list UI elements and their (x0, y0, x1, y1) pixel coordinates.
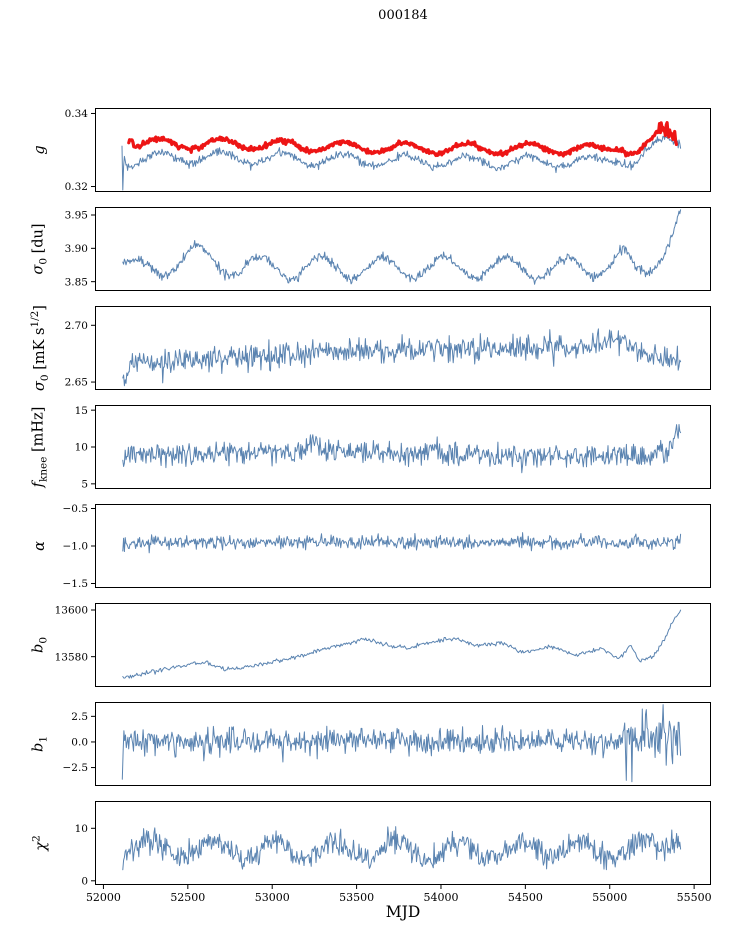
y-tick-label: 10 (75, 442, 88, 454)
x-tick-label: 55000 (592, 891, 627, 904)
figure-title: 000184 (378, 8, 428, 23)
y-tick-label: 2.5 (71, 711, 88, 723)
y-tick-label: −1.0 (63, 541, 89, 553)
panel-svg-sigma0-du: 3.85 3.90 3.95 (65, 207, 711, 291)
series-line-g-smoothed (127, 121, 678, 158)
y-tick-label: −1.5 (63, 578, 89, 590)
x-axis-label: MJD (385, 903, 421, 921)
panel-svg-g: 0.32 0.34 (65, 108, 711, 193)
x-tick-label: 52000 (86, 891, 121, 904)
series-line-b0 (122, 609, 682, 679)
x-tick-label: 53000 (255, 891, 290, 904)
y-tick-label: 5 (81, 478, 88, 490)
panel-svg-chi2: 0 10 52000 52500 53000 53500 54000 54500 55000 55… (75, 801, 712, 904)
series-line-b1 (121, 704, 682, 783)
axes-frame (95, 306, 711, 390)
y-tick-label: 13580 (55, 651, 88, 663)
y-tick-label: 2.70 (65, 320, 88, 332)
series-line-sigma0-du (122, 209, 682, 285)
axes-frame (95, 108, 711, 192)
y-tick-label: 3.85 (65, 276, 88, 288)
axes-frame (95, 207, 711, 291)
panel-svg-sigma0-mks: 2.65 2.70 (65, 306, 711, 390)
y-tick-label: −0.5 (63, 503, 89, 515)
y-tick-label: 0.32 (65, 181, 88, 193)
panel-sigma0-mks: σ0 [mK s1/2] 2.65 2.70 (0, 305, 729, 391)
axes-frame (95, 603, 711, 687)
panel-fknee: fknee [mHz] 5 10 15 (0, 405, 729, 490)
x-tick-label: 54500 (508, 891, 543, 904)
y-tick-label: 10 (75, 823, 88, 835)
series-line-sigma0-mks (122, 328, 682, 387)
panel-chi2: χ2 0 10 52000 52500 53000 53500 54000 54500 55000… (0, 801, 729, 904)
axes-frame (95, 801, 711, 885)
y-tick-label: 13600 (55, 605, 88, 617)
panel-b1: b1 −2.5 0.0 2.5 (0, 702, 729, 786)
y-tick-label: 0.0 (71, 737, 88, 749)
axes-frame (95, 504, 711, 588)
y-tick-label: 0 (81, 875, 88, 887)
x-tick-label: 55500 (677, 891, 712, 904)
y-tick-label: −2.5 (63, 762, 89, 774)
panel-svg-b1: −2.5 0.0 2.5 (63, 702, 711, 786)
x-tick-label: 54000 (423, 891, 458, 904)
x-tick-label: 53500 (339, 891, 374, 904)
series-line-g-gain (121, 134, 682, 191)
y-tick-label: 15 (75, 405, 88, 417)
panel-sigma0-du: σ0 [du] 3.85 3.90 3.95 (0, 207, 729, 291)
series-line-fknee (122, 423, 682, 474)
panel-b0: b0 13580 13600 (0, 603, 729, 687)
panel-svg-fknee: 5 10 15 (75, 405, 711, 490)
axes-frame (95, 405, 711, 489)
panel-svg-alpha: −1.5 −1.0 −0.5 (63, 503, 711, 590)
y-tick-label: 3.90 (65, 243, 88, 255)
series-line-chi2 (122, 826, 682, 871)
axes-frame (95, 702, 711, 786)
y-tick-label: 0.34 (65, 108, 89, 120)
series-line-alpha (122, 532, 682, 554)
y-tick-label: 2.65 (65, 377, 88, 389)
panel-svg-b0: 13580 13600 (55, 603, 711, 687)
y-tick-label: 3.95 (65, 210, 88, 222)
x-tick-label: 52500 (170, 891, 205, 904)
panel-alpha: α −1.5 −1.0 −0.5 (0, 503, 729, 590)
panel-g: g 0.32 0.34 (0, 108, 729, 193)
